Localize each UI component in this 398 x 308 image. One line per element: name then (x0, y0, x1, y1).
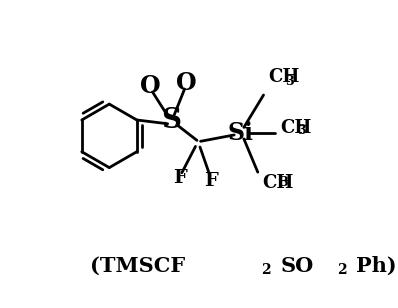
Text: S: S (161, 107, 181, 134)
Text: CH: CH (268, 68, 299, 86)
Text: 3: 3 (297, 124, 305, 137)
Text: 2: 2 (338, 262, 347, 277)
Text: 2: 2 (261, 262, 271, 277)
Text: O: O (176, 71, 197, 95)
Text: SO: SO (280, 256, 313, 276)
Text: (TMSCF: (TMSCF (90, 256, 185, 276)
Text: Ph): Ph) (356, 256, 397, 276)
Text: 3: 3 (279, 176, 287, 189)
Text: O: O (140, 74, 160, 98)
Text: 3: 3 (285, 75, 293, 88)
Text: Si: Si (228, 121, 254, 145)
Text: F: F (204, 172, 217, 190)
Text: CH: CH (280, 119, 312, 137)
Text: F: F (174, 169, 187, 187)
Text: CH: CH (262, 174, 293, 192)
